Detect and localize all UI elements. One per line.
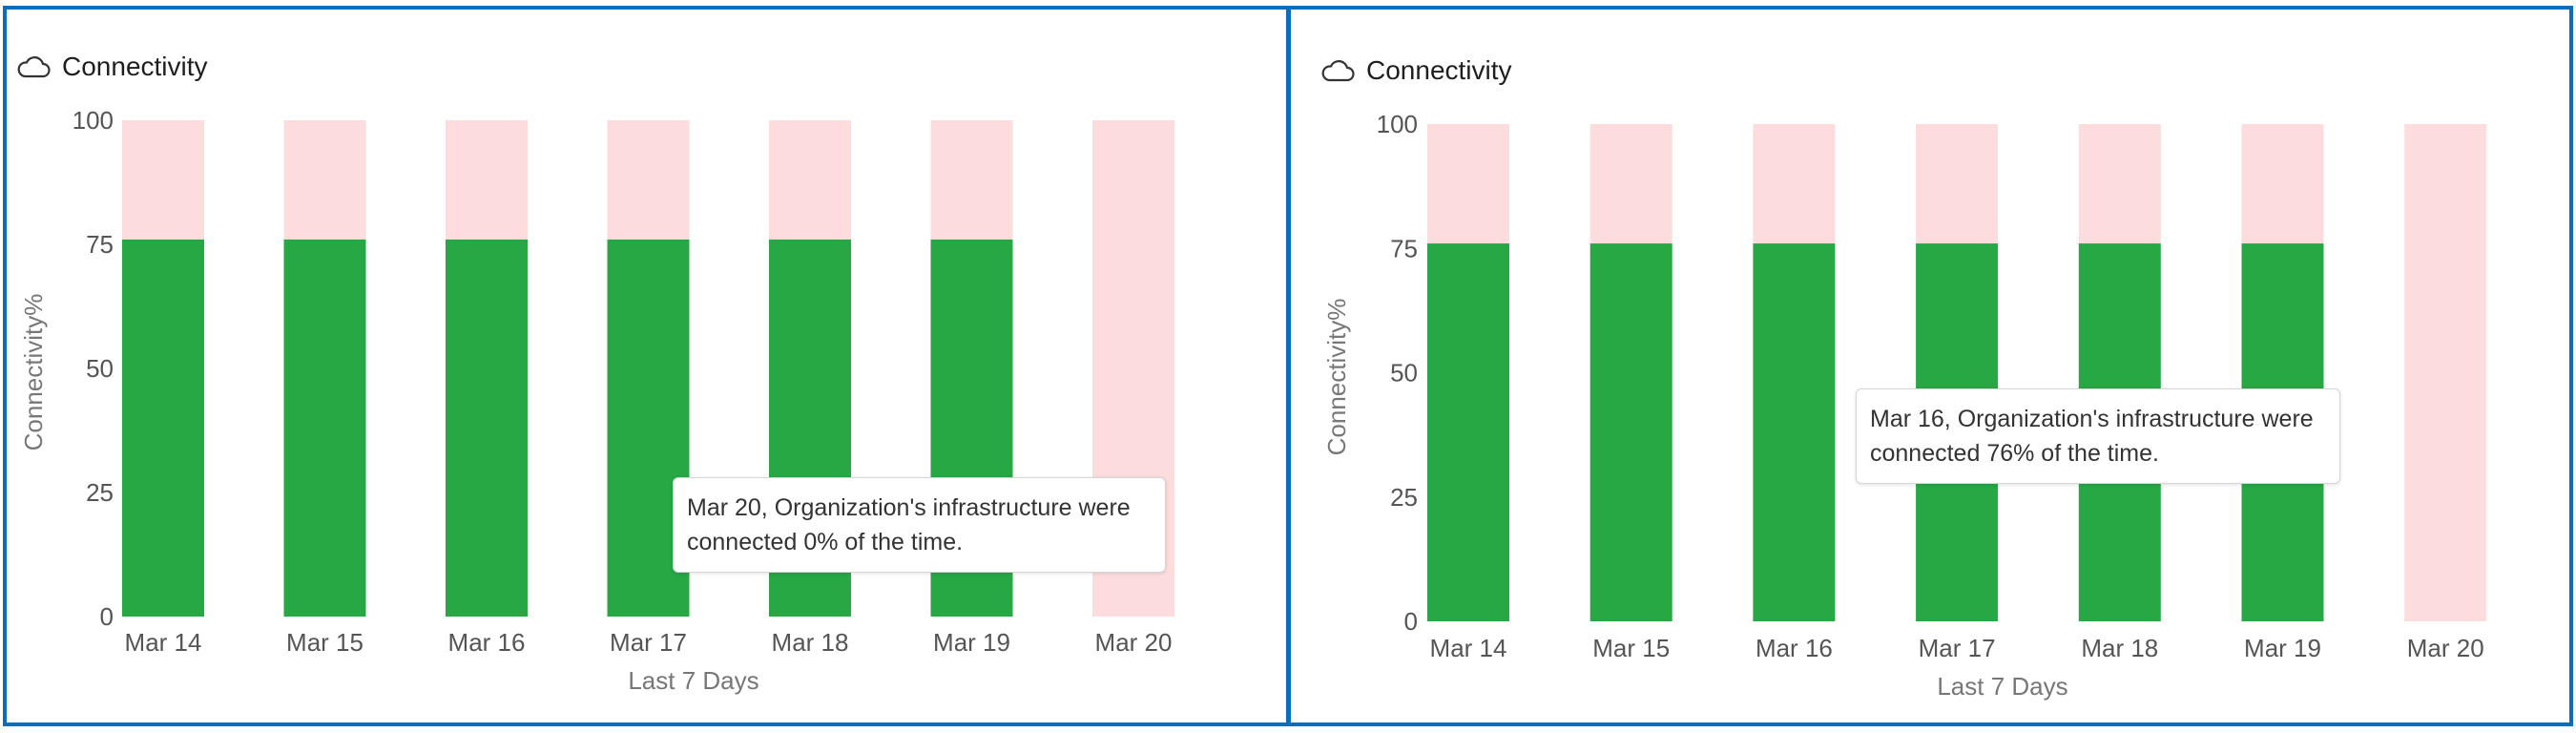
bar-connected[interactable] [1427,243,1509,622]
cloud-icon [1321,60,1355,82]
bar-disconnected[interactable] [122,120,204,240]
y-tick-label: 100 [73,106,114,135]
bar-disconnected[interactable] [1753,124,1836,244]
bar-disconnected[interactable] [2404,124,2487,621]
chart-tooltip: Mar 16, Organization's infrastructure we… [1856,388,2340,484]
bar-disconnected[interactable] [930,120,1013,240]
x-tick-label: Mar 17 [610,628,687,657]
y-tick-label: 25 [86,478,114,507]
x-tick-label: Mar 17 [1919,634,1996,662]
x-tick-label: Mar 19 [2244,634,2321,662]
bar-connected[interactable] [1589,243,1672,622]
connectivity-panel-left: Connectivity 0 25 50 75 100 Mar 14 Mar 15 Mar 1… [3,6,1290,726]
y-tick-label: 25 [1390,483,1418,512]
cloud-icon [17,56,51,78]
bar-connected[interactable] [446,239,528,618]
bar-disconnected[interactable] [283,120,366,240]
x-tick-label: Mar 16 [448,628,526,657]
x-tick-label: Mar 14 [1430,634,1507,662]
x-axis-title: Last 7 Days [628,666,758,695]
bar-disconnected[interactable] [2078,124,2161,244]
y-tick-label: 75 [1390,234,1418,262]
bar-disconnected[interactable] [1916,124,1999,244]
x-tick-label: Mar 18 [772,628,849,657]
y-tick-label: 0 [100,602,114,631]
panel-header: Connectivity [1320,55,1512,86]
bar-connected[interactable] [122,239,204,618]
x-tick-label: Mar 20 [1095,628,1173,657]
bar-disconnected[interactable] [1589,124,1672,244]
x-tick-label: Mar 14 [125,628,202,657]
connectivity-panel-right: Connectivity 0 25 50 75 100 Mar 14 Mar 15 Mar 1… [1287,6,2573,726]
panel-title: Connectivity [1366,55,1512,85]
bar-disconnected[interactable] [607,120,690,240]
panel-header: Connectivity [16,52,208,82]
bar-connected[interactable] [1753,243,1836,622]
bar-disconnected[interactable] [446,120,528,240]
x-tick-label: Mar 15 [286,628,364,657]
y-tick-label: 75 [86,230,114,259]
connectivity-bar-chart: 0 25 50 75 100 Mar 14 Mar 15 Mar 16 Mar 17 Mar 18… [19,106,1174,695]
y-tick-label: 50 [1390,359,1418,387]
x-tick-label: Mar 20 [2407,634,2484,662]
y-tick-label: 50 [86,354,114,383]
x-tick-label: Mar 18 [2081,634,2158,662]
y-axis-title: Connectivity% [19,294,48,451]
connectivity-bar-chart: 0 25 50 75 100 Mar 14 Mar 15 Mar 16 Mar 17 Mar 18… [1322,110,2487,701]
y-tick-label: 100 [1377,110,1418,138]
bar-disconnected[interactable] [2241,124,2324,244]
x-tick-label: Mar 19 [933,628,1010,657]
bar-disconnected[interactable] [1427,124,1509,244]
bar-connected[interactable] [283,239,366,618]
x-tick-label: Mar 16 [1755,634,1833,662]
bar-disconnected[interactable] [769,120,851,240]
x-axis-title: Last 7 Days [1937,672,2067,701]
chart-tooltip: Mar 20, Organization's infrastructure we… [673,477,1166,573]
y-tick-label: 0 [1404,607,1418,636]
y-axis-title: Connectivity% [1322,299,1351,456]
panel-title: Connectivity [62,52,208,81]
x-tick-label: Mar 15 [1592,634,1670,662]
